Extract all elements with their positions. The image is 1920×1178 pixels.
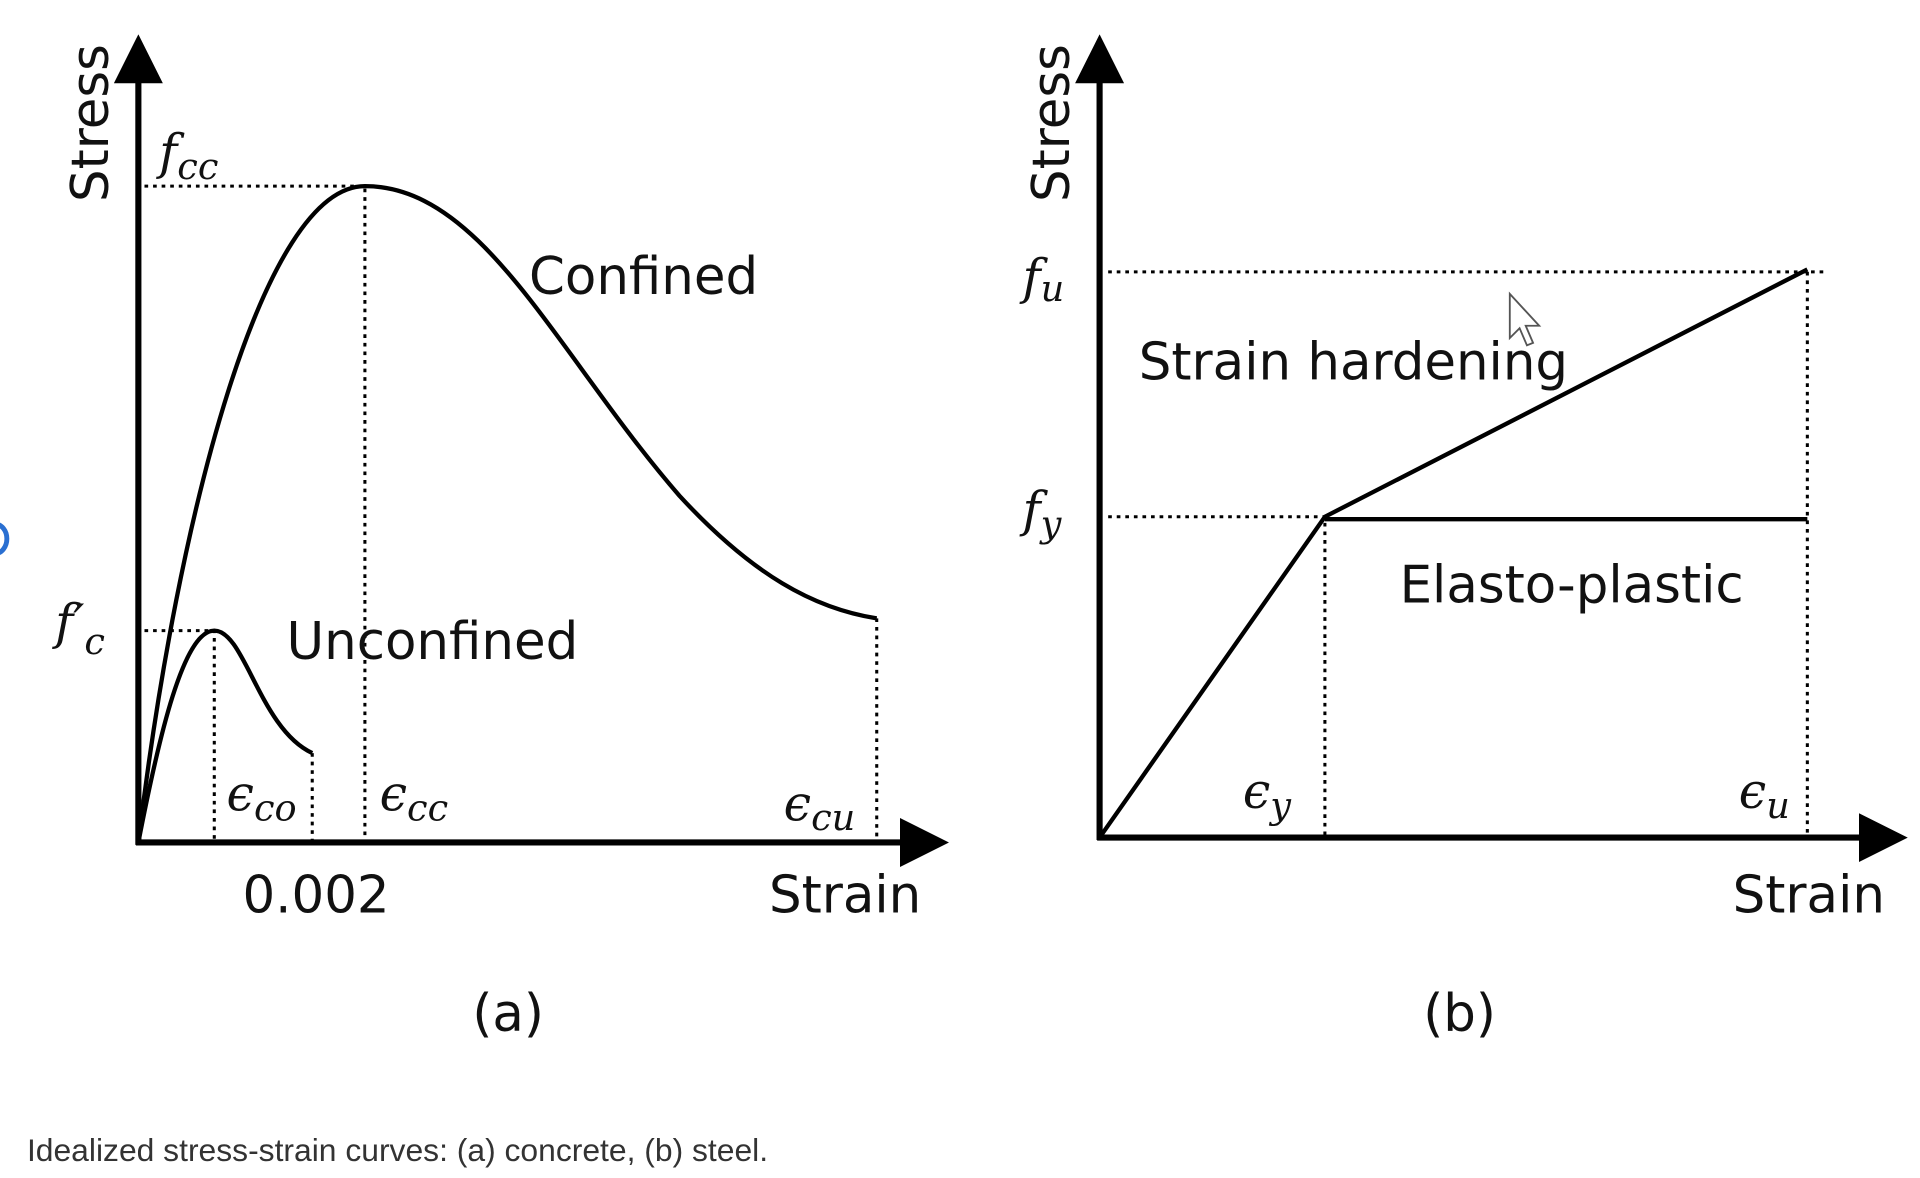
strain-symbol: ϵu bbox=[1739, 763, 1790, 827]
strain-symbol: ϵcc bbox=[380, 766, 449, 830]
symbol: ϵ bbox=[1243, 763, 1270, 820]
symbol: ϵ bbox=[1739, 763, 1766, 820]
panel-tag: (a) bbox=[472, 984, 544, 1044]
panel-tag: (b) bbox=[1423, 984, 1496, 1044]
subscript: cc bbox=[407, 786, 448, 829]
caption: Idealized stress-strain curves: (a) conc… bbox=[27, 1132, 768, 1168]
symbol: f′ bbox=[51, 594, 84, 651]
symbol: ϵ bbox=[784, 775, 811, 832]
unconfined-curve bbox=[136, 628, 314, 843]
strain-hardening-curve bbox=[1097, 267, 1809, 839]
subscript: cu bbox=[811, 796, 855, 839]
subscript: y bbox=[1268, 784, 1292, 827]
subscript: co bbox=[254, 786, 297, 829]
strain-symbol: ϵco bbox=[227, 766, 297, 830]
strain-symbol: ϵy bbox=[1243, 763, 1292, 827]
curve-label: Elasto-plastic bbox=[1400, 555, 1744, 615]
edge-artifact bbox=[0, 522, 10, 555]
symbol: ϵ bbox=[227, 766, 254, 823]
symbol: ϵ bbox=[380, 766, 407, 823]
strain-value: 0.002 bbox=[242, 865, 389, 925]
subscript: y bbox=[1039, 502, 1063, 545]
subscript: u bbox=[1766, 784, 1790, 827]
mouse-cursor bbox=[1508, 291, 1542, 347]
strain-symbol: ϵcu bbox=[784, 775, 856, 839]
panel-a: Stress Strain Confined Unconfined 0.002 … bbox=[51, 34, 949, 1044]
stress-symbol: f′c bbox=[51, 594, 105, 663]
x-axis-label: Strain bbox=[769, 865, 921, 925]
y-axis-label: Stress bbox=[61, 44, 121, 202]
subscript: cc bbox=[177, 145, 218, 188]
x-axis-label: Strain bbox=[1733, 865, 1885, 925]
subscript: u bbox=[1041, 267, 1065, 310]
subscript: c bbox=[84, 620, 105, 663]
curve-label: Confined bbox=[529, 247, 758, 307]
stress-symbol: fcc bbox=[155, 124, 218, 188]
curve-label: Strain hardening bbox=[1139, 333, 1568, 393]
y-axis-label: Stress bbox=[1022, 44, 1082, 202]
curve-label: Unconfined bbox=[287, 612, 579, 672]
confined-curve bbox=[136, 183, 878, 843]
